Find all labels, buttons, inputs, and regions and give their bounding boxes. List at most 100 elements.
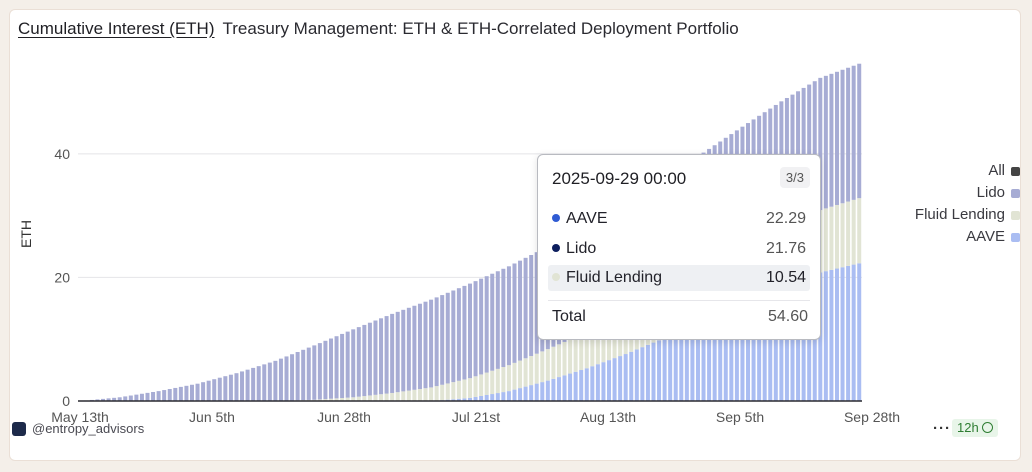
- bar-segment-lido: [173, 387, 178, 401]
- y-tick-label: 20: [54, 269, 70, 285]
- bar-segment-lido: [134, 394, 139, 401]
- bar-segment-fluid-lending: [506, 365, 511, 392]
- bar-segment-aave: [573, 371, 578, 401]
- bar-segment-lido: [128, 395, 133, 401]
- bar-segment-lido: [529, 255, 534, 356]
- bar-segment-fluid-lending: [362, 396, 367, 401]
- bar-segment-aave: [568, 373, 573, 401]
- bar-segment-aave: [734, 307, 739, 401]
- bar-segment-fluid-lending: [540, 351, 545, 383]
- bar-segment-aave: [545, 380, 550, 401]
- more-options-icon[interactable]: ···: [933, 420, 951, 437]
- bar-segment-fluid-lending: [595, 326, 600, 365]
- bar-segment-lido: [406, 307, 411, 391]
- bar-segment-aave: [712, 316, 717, 401]
- bar-segment-aave: [718, 314, 723, 401]
- legend-swatch-all: [1011, 166, 1020, 176]
- bar-segment-fluid-lending: [490, 370, 495, 395]
- bar-segment-lido: [284, 356, 289, 401]
- bar-segment-aave: [690, 326, 695, 401]
- bar-segment-aave: [729, 309, 734, 401]
- bar-segment-aave: [757, 297, 762, 401]
- bar-segment-aave: [479, 395, 484, 401]
- bar-segment-aave: [673, 333, 678, 401]
- bar-segment-aave: [790, 283, 795, 401]
- legend-swatch-aave: [1011, 232, 1020, 242]
- bar-segment-fluid-lending: [401, 391, 406, 401]
- bar-segment-lido: [245, 369, 250, 401]
- bar-segment-fluid-lending: [523, 358, 528, 387]
- x-tick-label: Sep 28th: [844, 409, 900, 425]
- chart-title-link[interactable]: Cumulative Interest (ETH): [18, 19, 215, 38]
- bar-segment-lido: [301, 349, 306, 401]
- bar-segment-aave: [840, 267, 845, 401]
- bar-segment-aave: [768, 292, 773, 401]
- bar-segment-fluid-lending: [534, 353, 539, 384]
- legend-item-lido[interactable]: Lido: [915, 182, 1020, 204]
- bar-segment-fluid-lending: [373, 394, 378, 401]
- bar-segment-lido: [178, 386, 183, 401]
- bar-segment-aave: [823, 271, 828, 401]
- bar-segment-lido: [95, 399, 100, 401]
- bar-segment-fluid-lending: [573, 337, 578, 372]
- x-tick-label: Aug 13th: [580, 409, 636, 425]
- bar-segment-fluid-lending: [412, 389, 417, 401]
- bar-segment-aave: [640, 347, 645, 401]
- bar-segment-lido: [234, 373, 239, 401]
- bar-segment-aave: [451, 399, 456, 401]
- bar-segment-fluid-lending: [351, 397, 356, 401]
- x-tick-label: May 13th: [51, 409, 109, 425]
- bar-segment-aave: [695, 324, 700, 401]
- bar-segment-lido: [417, 303, 422, 389]
- bar-segment-aave: [779, 287, 784, 401]
- interval-badge[interactable]: 12h: [952, 419, 998, 437]
- bar-segment-lido: [823, 75, 828, 209]
- bar-segment-aave: [501, 392, 506, 401]
- legend-item-aave[interactable]: AAVE: [915, 226, 1020, 248]
- bar-segment-fluid-lending: [551, 346, 556, 379]
- bar-segment-lido: [195, 383, 200, 401]
- bar-segment-aave: [834, 268, 839, 401]
- tooltip-row-lido: Lido 21.76: [548, 236, 810, 262]
- bar-segment-aave: [829, 269, 834, 401]
- tooltip-total: Total 54.60: [552, 308, 808, 326]
- bar-segment-aave: [662, 337, 667, 401]
- tooltip-row-value: 22.29: [765, 210, 806, 227]
- bar-segment-lido: [834, 71, 839, 205]
- bar-segment-lido: [401, 309, 406, 392]
- bar-segment-aave: [456, 398, 461, 401]
- bar-segment-fluid-lending: [829, 206, 834, 270]
- bar-segment-aave: [590, 366, 595, 401]
- bar-segment-fluid-lending: [445, 383, 450, 400]
- bar-segment-lido: [223, 376, 228, 401]
- legend-item-all[interactable]: All: [915, 160, 1020, 182]
- bar-segment-lido: [857, 63, 862, 199]
- bar-segment-lido: [445, 292, 450, 384]
- bar-segment-aave: [679, 331, 684, 401]
- bar-segment-fluid-lending: [367, 395, 372, 401]
- bar-segment-fluid-lending: [556, 344, 561, 378]
- bar-segment-lido: [256, 366, 261, 401]
- bar-segment-fluid-lending: [334, 398, 339, 401]
- bar-segment-aave: [668, 335, 673, 401]
- bar-segment-lido: [423, 301, 428, 389]
- bar-segment-lido: [434, 297, 439, 387]
- bar-segment-lido: [251, 367, 256, 401]
- bar-segment-lido: [112, 397, 117, 401]
- bar-segment-fluid-lending: [545, 349, 550, 381]
- bar-segment-lido: [217, 377, 222, 401]
- bar-segment-fluid-lending: [473, 376, 478, 397]
- bar-segment-fluid-lending: [823, 208, 828, 272]
- bar-segment-lido: [334, 336, 339, 399]
- footer-handle[interactable]: @entropy_advisors: [32, 421, 145, 436]
- legend-item-fluid-lending[interactable]: Fluid Lending: [915, 204, 1020, 226]
- bar-segment-lido: [295, 352, 300, 401]
- bar-segment-lido: [328, 338, 333, 399]
- bar-segment-aave: [651, 342, 656, 401]
- bar-segment-aave: [523, 386, 528, 401]
- bar-segment-aave: [618, 356, 623, 401]
- bar-segment-lido: [812, 81, 817, 213]
- bar-segment-fluid-lending: [518, 360, 523, 389]
- bar-segment-lido: [317, 343, 322, 400]
- legend-label-lido: Lido: [976, 184, 1005, 201]
